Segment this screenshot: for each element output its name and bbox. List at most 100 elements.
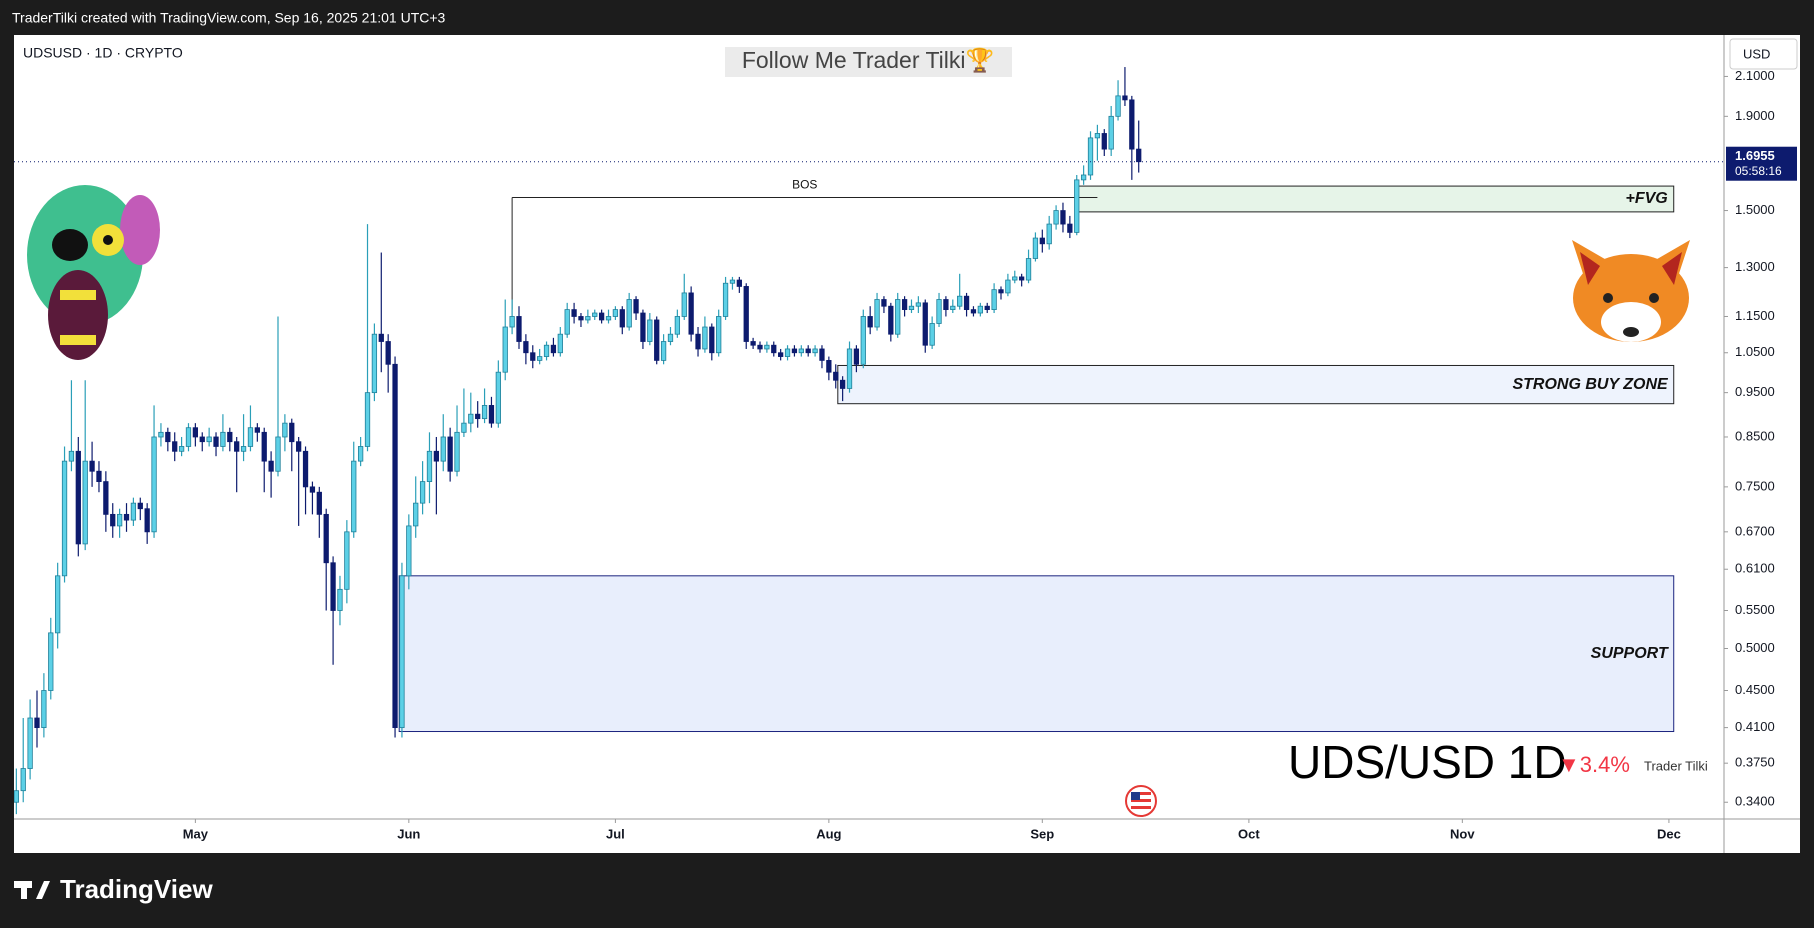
candle-body	[254, 427, 260, 433]
candle-body	[178, 446, 185, 452]
candle-body	[41, 690, 47, 729]
candle-body	[619, 309, 625, 328]
candle-body	[901, 299, 908, 311]
candle-body	[1025, 258, 1032, 281]
candle-body	[433, 450, 440, 462]
candle-body	[957, 295, 963, 307]
candle-body	[798, 348, 804, 354]
x-tick-label: Jun	[397, 826, 420, 841]
y-tick-label: 1.5000	[1735, 202, 1775, 217]
candle-body	[922, 302, 928, 346]
x-tick-label: Jul	[606, 826, 625, 841]
candle-body	[261, 431, 267, 462]
candle-body	[330, 562, 336, 611]
candle-body	[461, 422, 467, 433]
candle-body	[61, 460, 68, 577]
candle-body	[82, 460, 88, 545]
x-tick-label: Oct	[1238, 826, 1260, 841]
candle-body	[475, 413, 481, 420]
candle-body	[151, 436, 157, 533]
chart-title: Follow Me Trader Tilki🏆	[742, 47, 995, 74]
candle-body	[950, 305, 956, 311]
candle-body	[530, 352, 536, 361]
candle-body	[1067, 223, 1073, 233]
candle-body	[1053, 210, 1059, 225]
candle-body	[839, 379, 846, 389]
candle-body	[578, 316, 584, 321]
candle-body	[805, 348, 811, 354]
candle-body	[791, 348, 798, 354]
candle-body	[440, 436, 446, 462]
candle-body	[1087, 137, 1094, 176]
candle-body	[543, 344, 550, 357]
x-tick-label: Dec	[1657, 826, 1681, 841]
candle-body	[846, 348, 853, 389]
candle-body	[943, 299, 949, 311]
candle-body	[364, 392, 371, 447]
candle-body	[991, 289, 997, 311]
y-tick-label: 0.4100	[1735, 719, 1775, 734]
candle-body	[1115, 95, 1121, 117]
zombie-image	[27, 185, 160, 360]
candle-body	[764, 344, 770, 350]
candle-body	[68, 450, 75, 462]
zone-label: STRONG BUY ZONE	[1512, 376, 1669, 393]
candle-body	[660, 341, 667, 361]
candle-body	[275, 436, 281, 472]
candle-body	[220, 431, 226, 447]
zone-label: SUPPORT	[1591, 645, 1669, 662]
candle-body	[1136, 148, 1142, 163]
candle-body	[227, 431, 233, 443]
candle-body	[447, 436, 453, 472]
author-label: Trader Tilki	[1644, 758, 1708, 773]
y-tick-label: 0.5500	[1735, 602, 1775, 617]
candle-body	[130, 502, 137, 521]
candle-body	[736, 279, 742, 287]
candle-body	[323, 513, 329, 564]
candle-body	[371, 333, 378, 394]
candle-body	[14, 790, 19, 803]
candle-body	[1122, 95, 1128, 101]
y-tick-label: 0.6100	[1735, 561, 1775, 576]
y-tick-label: 0.8500	[1735, 428, 1775, 443]
candle-body	[103, 481, 109, 515]
candle-body	[413, 502, 419, 527]
candle-body	[688, 292, 694, 335]
candle-body	[213, 436, 219, 447]
candle-body	[75, 450, 81, 545]
candle-body	[716, 316, 722, 354]
candle-body	[34, 717, 40, 729]
y-tick-label: 2.1000	[1735, 68, 1775, 83]
candle-body	[20, 768, 26, 792]
candle-body	[605, 316, 612, 321]
candle-body	[812, 348, 818, 354]
y-tick-label: 0.9500	[1735, 384, 1775, 399]
y-tick-label: 1.3000	[1735, 259, 1775, 274]
candle-body	[1032, 237, 1039, 259]
candle-body	[158, 431, 164, 438]
footer-logo: TradingView	[14, 874, 213, 904]
candle-body	[185, 427, 192, 447]
candle-body	[419, 481, 426, 504]
candle-body	[406, 525, 412, 577]
candle-body	[1039, 237, 1045, 245]
candle-body	[385, 341, 391, 365]
candle-body	[674, 316, 681, 335]
candle-body	[598, 312, 605, 321]
flag-icon	[1125, 785, 1157, 817]
last-price-box	[1726, 146, 1797, 181]
zone	[1076, 185, 1675, 213]
y-tick-label: 0.7500	[1735, 478, 1775, 493]
title-box	[725, 47, 1012, 77]
candle-body	[585, 316, 591, 321]
candle-body	[268, 460, 274, 472]
bos-label: BOS	[792, 178, 817, 192]
candle-body	[392, 363, 398, 729]
zone	[837, 364, 1675, 405]
candle-body	[860, 316, 866, 365]
candle-body	[516, 316, 522, 342]
candle-body	[302, 450, 309, 488]
candle-body	[867, 316, 873, 328]
candle-body	[234, 441, 240, 452]
